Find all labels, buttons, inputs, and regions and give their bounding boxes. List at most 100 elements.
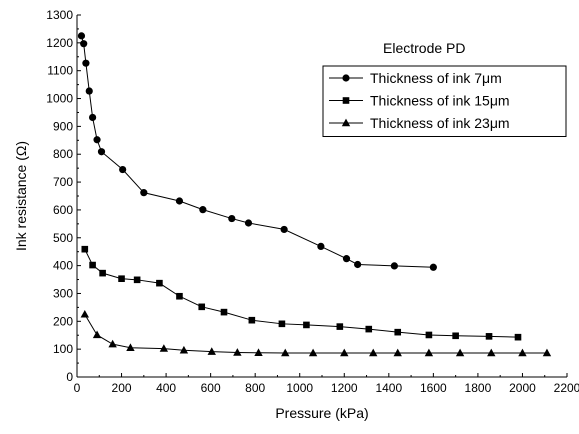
legend: Thickness of ink 7μm Thickness of ink 15μ…: [322, 65, 567, 137]
data-point: [85, 87, 93, 95]
data-point: [118, 275, 125, 283]
x-tick-label: 800: [245, 381, 265, 395]
data-point: [424, 348, 434, 357]
data-point: [88, 113, 97, 122]
legend-marker: [341, 118, 351, 127]
data-point: [126, 343, 135, 351]
data-point: [354, 260, 362, 269]
data-point: [80, 40, 88, 48]
data-point: [207, 347, 216, 355]
x-tick-label: 1800: [465, 381, 492, 395]
y-tick-label: 700: [53, 175, 73, 189]
x-tick-label: 1600: [420, 381, 447, 395]
legend-box: [322, 65, 567, 137]
data-point: [228, 214, 236, 223]
series-2: [81, 245, 522, 341]
series-1: [77, 32, 437, 271]
data-point: [280, 225, 288, 234]
data-point: [89, 261, 96, 269]
data-point: [93, 136, 101, 144]
x-tick-label: 2000: [509, 381, 536, 395]
data-point: [542, 348, 552, 357]
data-point: [342, 255, 351, 263]
data-point: [176, 292, 183, 300]
x-tick-label: 1200: [331, 381, 358, 395]
data-point: [485, 333, 493, 340]
y-tick-label: 1200: [46, 36, 73, 50]
y-tick-label: 900: [53, 119, 73, 133]
x-tick-label: 2200: [554, 381, 579, 395]
data-point: [455, 348, 465, 357]
legend-label: Thickness of ink 23μm: [370, 115, 510, 131]
x-tick-label: 400: [156, 381, 176, 395]
y-tick-label: 200: [53, 314, 73, 328]
data-point: [452, 332, 459, 340]
y-tick-label: 1000: [46, 92, 73, 106]
series-layer: [77, 32, 552, 357]
y-tick-label: 300: [53, 286, 73, 300]
data-point: [81, 245, 89, 253]
x-tick-label: 600: [201, 381, 221, 395]
data-point: [340, 348, 349, 357]
series-3: [80, 309, 552, 357]
data-point: [119, 165, 127, 174]
data-point: [487, 348, 496, 357]
data-point: [393, 348, 402, 357]
data-point: [175, 197, 184, 205]
y-tick-label: 0: [66, 370, 73, 384]
y-tick-label: 800: [53, 147, 73, 161]
data-point: [80, 309, 89, 318]
data-point: [281, 348, 290, 357]
y-axis-title: Ink resistance (Ω): [13, 141, 29, 251]
data-point: [108, 339, 117, 348]
legend-marker: [342, 74, 350, 82]
legend-marker: [342, 97, 350, 104]
data-point: [99, 269, 106, 277]
data-point: [394, 328, 402, 336]
data-point: [82, 59, 90, 67]
chart-annotation: Electrode PD: [383, 40, 465, 56]
data-point: [514, 333, 522, 341]
data-point: [198, 303, 206, 311]
data-point: [233, 348, 242, 356]
data-point: [92, 330, 102, 339]
data-point: [179, 345, 189, 354]
data-point: [133, 276, 141, 284]
y-tick-label: 1100: [47, 64, 73, 78]
legend-label: Thickness of ink 7μm: [370, 70, 502, 86]
x-tick-label: 200: [112, 381, 132, 395]
data-point: [278, 320, 286, 328]
data-point: [365, 325, 373, 333]
data-point: [244, 219, 253, 227]
data-point: [220, 308, 228, 316]
y-tick-label: 400: [53, 259, 73, 273]
legend-item: Thickness of ink 7μm: [329, 70, 502, 86]
y-tick-label: 1300: [46, 8, 73, 22]
data-point: [369, 348, 378, 357]
data-point: [254, 348, 263, 356]
data-point: [156, 279, 163, 287]
legend-item: Thickness of ink 23μm: [329, 115, 510, 131]
y-tick-label: 500: [53, 231, 73, 245]
data-point: [159, 344, 169, 352]
data-point: [140, 189, 148, 197]
data-point: [429, 263, 437, 271]
data-point: [248, 316, 256, 324]
y-tick-label: 600: [53, 203, 73, 217]
data-point: [308, 348, 318, 357]
data-point: [336, 323, 344, 330]
data-point: [425, 331, 433, 339]
x-tick-label: 0: [74, 381, 81, 395]
axes-group: 0 200 400 600 800 1000 1200 1400 1600 1800 2000 220…: [46, 8, 579, 395]
legend-item: Thickness of ink 15μm: [329, 93, 510, 109]
data-point: [518, 348, 527, 357]
x-tick-label: 1400: [375, 381, 402, 395]
data-point: [390, 262, 398, 270]
data-point: [77, 32, 86, 40]
data-point: [317, 242, 325, 251]
x-tick-label: 1000: [286, 381, 313, 395]
data-point: [303, 321, 310, 329]
legend-label: Thickness of ink 15μm: [370, 93, 510, 109]
